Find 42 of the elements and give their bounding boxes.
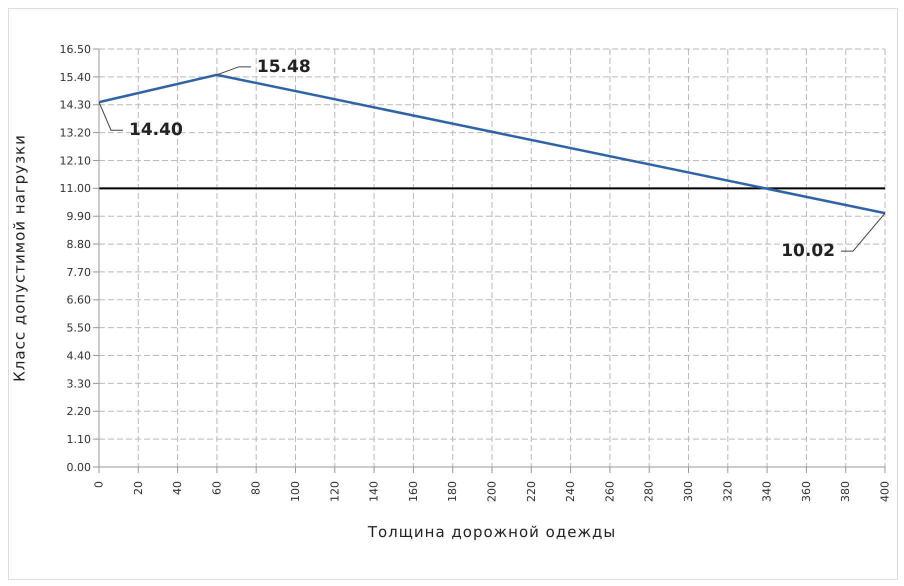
x-tick-label: 260 <box>603 481 616 502</box>
y-axis-title: Класс допустимой нагрузки <box>10 134 28 382</box>
x-tick-label: 300 <box>682 481 695 502</box>
y-tick-label: 12.10 <box>60 154 91 168</box>
y-tick-label: 16.50 <box>60 42 91 56</box>
x-tick-label: 360 <box>800 481 813 502</box>
y-tick-label: 7.70 <box>66 266 91 279</box>
x-tick-label: 180 <box>446 481 460 502</box>
annotation: 15.48 <box>256 56 311 77</box>
annotation: 10.02 <box>781 241 835 262</box>
y-tick-label: 2.20 <box>66 405 91 418</box>
y-tick-label: 6.60 <box>66 294 91 307</box>
y-tick-label: 1.10 <box>66 433 91 446</box>
x-tick-label: 340 <box>760 481 774 502</box>
x-tick-label: 200 <box>486 481 498 502</box>
x-tick-label: 80 <box>250 481 263 495</box>
annotation: 14.40 <box>129 120 183 140</box>
x-tick-label: 320 <box>721 481 734 502</box>
y-tick-label: 4.40 <box>66 349 91 362</box>
x-tick-label: 220 <box>524 481 538 502</box>
y-tick-label: 11.00 <box>60 182 91 196</box>
y-tick-label: 5.50 <box>66 322 91 335</box>
y-tick-label: 3.30 <box>66 377 91 390</box>
x-tick-label: 20 <box>132 481 145 495</box>
x-tick-label: 0 <box>92 481 106 488</box>
y-tick-label: 13.20 <box>60 126 91 140</box>
x-axis-title: Толщина дорожной одежды <box>366 523 616 541</box>
y-tick-label: 15.40 <box>60 70 91 84</box>
y-tick-label: 8.80 <box>66 238 91 251</box>
y-tick-label: 0.00 <box>66 460 91 474</box>
x-tick-label: 280 <box>642 481 656 502</box>
x-tick-label: 60 <box>210 481 224 495</box>
x-tick-label: 100 <box>289 481 302 502</box>
x-tick-label: 380 <box>839 481 852 502</box>
x-tick-label: 140 <box>368 481 381 502</box>
x-tick-label: 400 <box>878 481 892 502</box>
x-tick-label: 40 <box>171 481 184 495</box>
y-tick-label: 9.90 <box>66 210 91 224</box>
y-tick-label: 14.30 <box>60 98 91 112</box>
x-tick-label: 160 <box>406 481 420 502</box>
x-tick-label: 120 <box>328 481 342 502</box>
x-tick-label: 240 <box>564 481 578 502</box>
